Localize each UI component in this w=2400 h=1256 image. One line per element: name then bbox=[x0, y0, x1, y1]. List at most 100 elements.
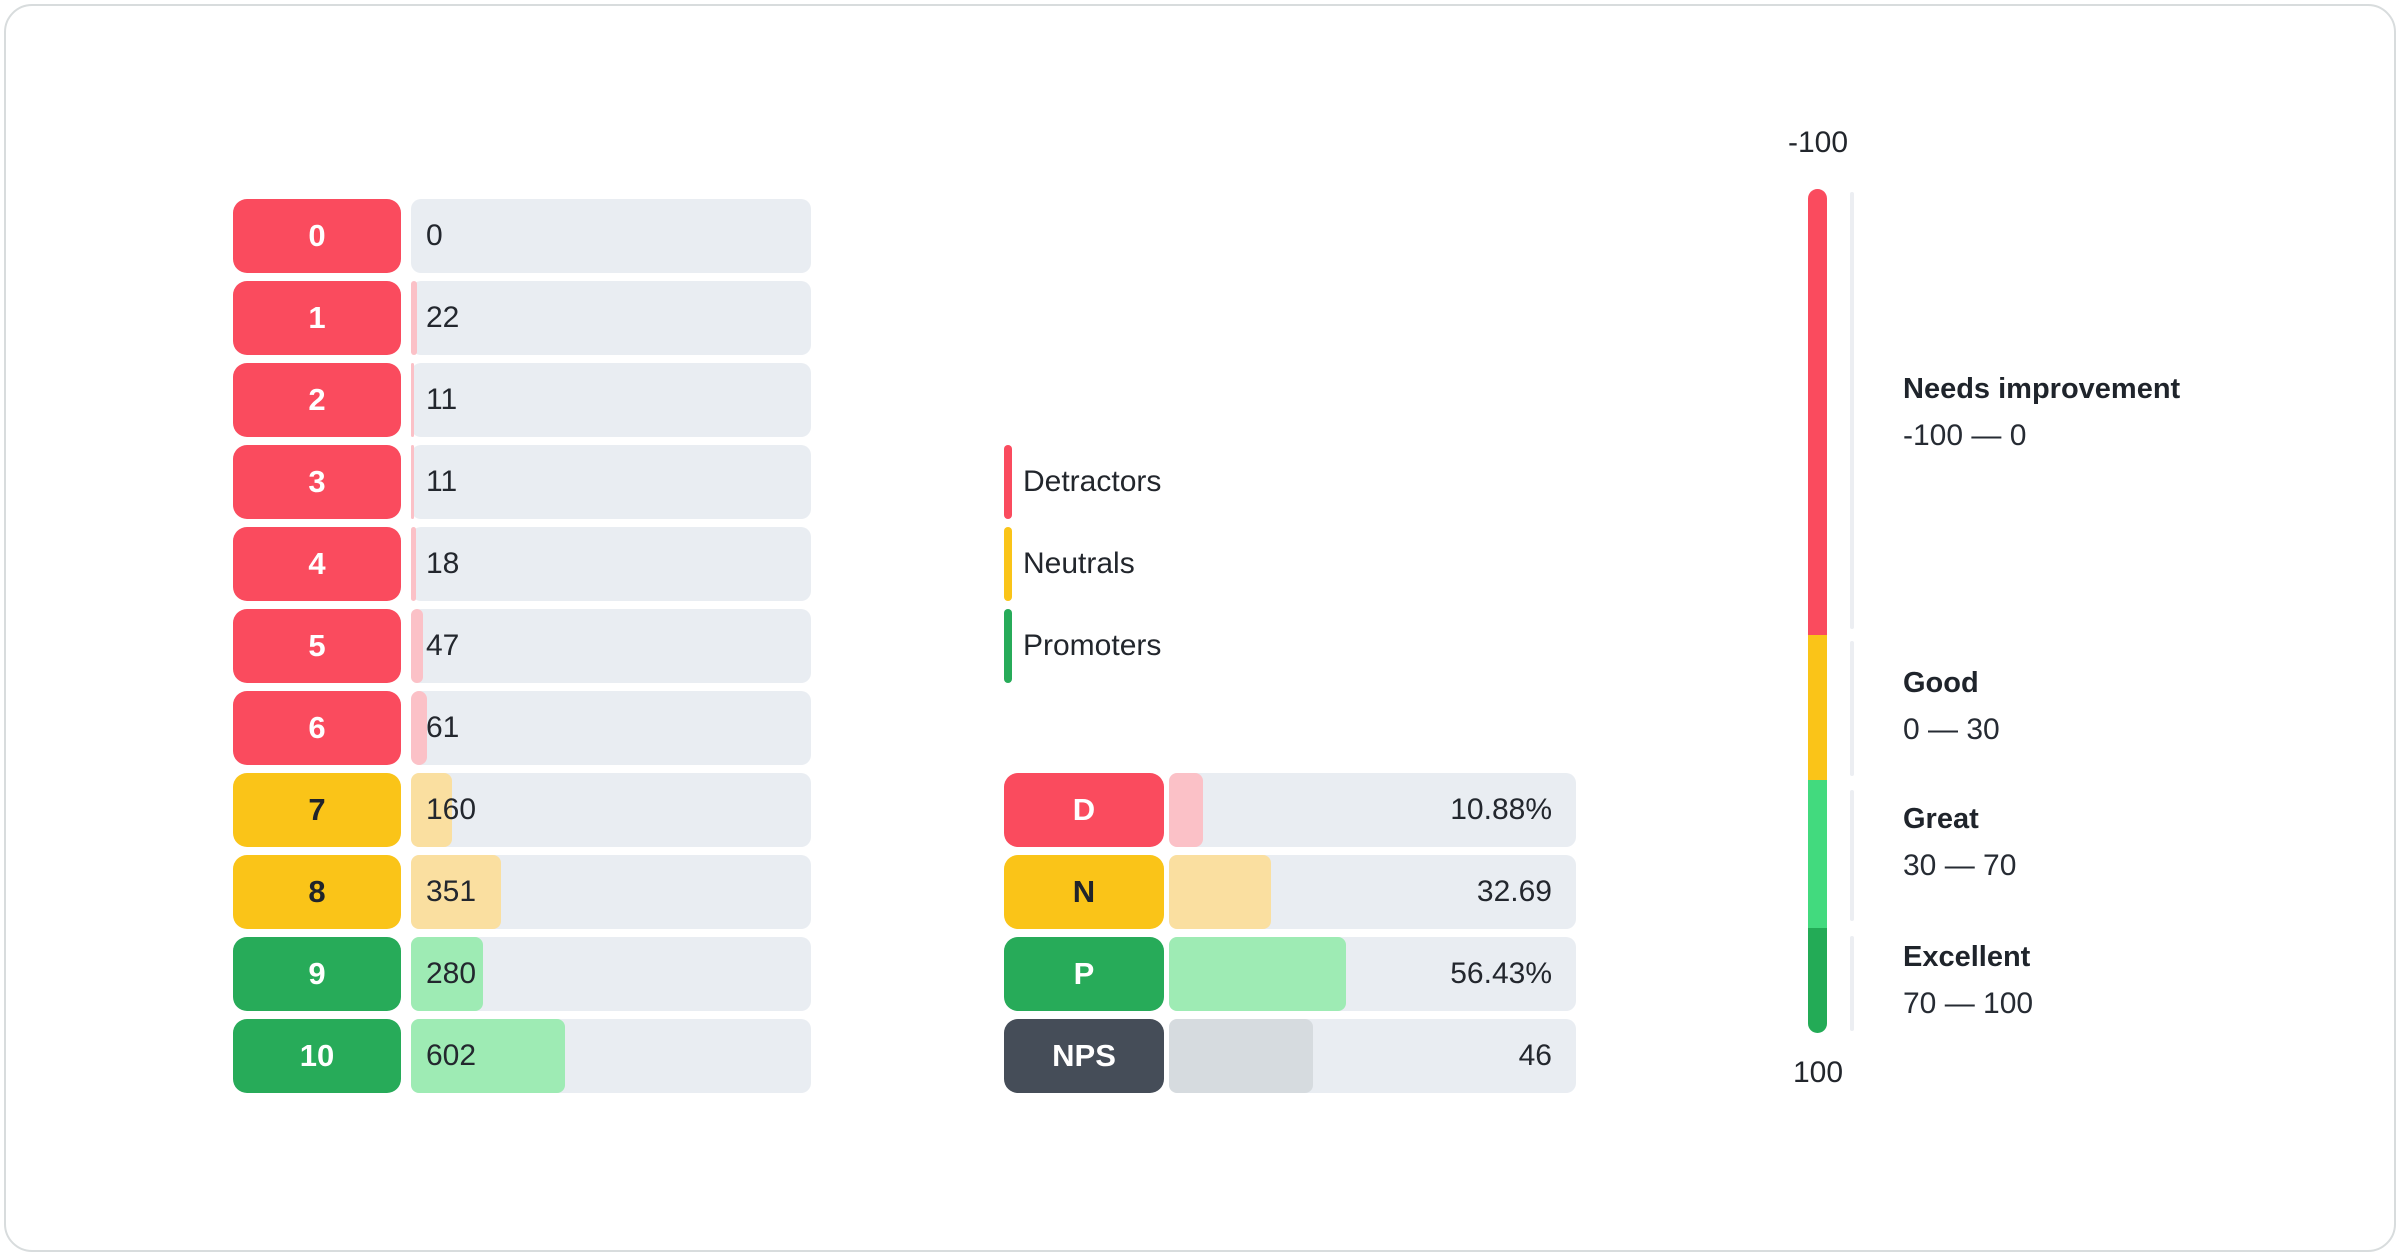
score-count: 61 bbox=[426, 711, 460, 744]
gauge-axis-max-label: -100 bbox=[1787, 126, 1849, 159]
gauge-zone-title: Needs improvement bbox=[1903, 373, 2181, 405]
summary-row-nps: NPS 46 bbox=[1004, 1019, 1576, 1093]
score-count: 11 bbox=[426, 465, 458, 498]
score-count: 0 bbox=[426, 219, 443, 252]
legend-color-bar bbox=[1004, 609, 1012, 683]
gauge-segment-2 bbox=[1808, 634, 1827, 780]
gauge-segment-1 bbox=[1808, 189, 1827, 635]
score-row: 7 160 bbox=[233, 773, 811, 847]
summary-chip: D bbox=[1004, 773, 1164, 847]
gauge-zone-range: 30 — 70 bbox=[1903, 849, 2017, 882]
score-bar-fill bbox=[411, 527, 416, 601]
summary-row-n: N 32.69 bbox=[1004, 855, 1576, 929]
summary-bar-fill bbox=[1169, 1019, 1313, 1093]
score-row: 6 61 bbox=[233, 691, 811, 765]
score-row: 9 280 bbox=[233, 937, 811, 1011]
score-row: 5 47 bbox=[233, 609, 811, 683]
gauge-bar bbox=[1808, 189, 1827, 1033]
score-bar-track[interactable]: 160 bbox=[411, 773, 811, 847]
score-bar-fill bbox=[411, 773, 452, 847]
gauge-tick-segment bbox=[1850, 790, 1854, 921]
score-chip: 3 bbox=[233, 445, 401, 519]
score-bar-track[interactable]: 22 bbox=[411, 281, 811, 355]
gauge-zone-label: Excellent 70 — 100 bbox=[1903, 940, 2033, 1021]
summary-bar-fill bbox=[1169, 855, 1272, 929]
score-bar-fill bbox=[411, 363, 414, 437]
score-row: 1 22 bbox=[233, 281, 811, 355]
gauge-zone-range: -100 — 0 bbox=[1903, 419, 2027, 452]
score-chip: 7 bbox=[233, 773, 401, 847]
score-row: 3 11 bbox=[233, 445, 811, 519]
gauge-tick-segment bbox=[1850, 936, 1854, 1031]
summary-bar-track[interactable]: 32.69 bbox=[1169, 855, 1576, 929]
score-bar-fill bbox=[411, 855, 501, 929]
legend-item-detractor[interactable]: Detractors bbox=[1004, 445, 1161, 519]
legend-label: Detractors bbox=[1023, 465, 1162, 498]
score-row: 8 351 bbox=[233, 855, 811, 929]
score-bar-track[interactable]: 351 bbox=[411, 855, 811, 929]
gauge-zone-label: Good 0 — 30 bbox=[1903, 666, 2000, 747]
score-row: 10 602 bbox=[233, 1019, 811, 1093]
summary-chip: P bbox=[1004, 937, 1164, 1011]
gauge-segment-3 bbox=[1808, 779, 1827, 929]
score-bar-fill bbox=[411, 609, 423, 683]
summary-row-d: D 10.88% bbox=[1004, 773, 1576, 847]
score-bar-track[interactable]: 280 bbox=[411, 937, 811, 1011]
gauge-zone-title: Excellent bbox=[1903, 941, 2031, 973]
score-bar-track[interactable]: 11 bbox=[411, 445, 811, 519]
score-bar-track[interactable]: 11 bbox=[411, 363, 811, 437]
gauge-zone-title: Great bbox=[1903, 803, 1979, 835]
score-count: 280 bbox=[426, 957, 477, 990]
score-bar-track[interactable]: 602 bbox=[411, 1019, 811, 1093]
gauge-tick-segment bbox=[1850, 192, 1854, 629]
score-count: 22 bbox=[426, 301, 460, 334]
score-chip: 2 bbox=[233, 363, 401, 437]
score-count: 160 bbox=[426, 793, 477, 826]
score-bar-track[interactable]: 61 bbox=[411, 691, 811, 765]
score-count: 47 bbox=[426, 629, 460, 662]
score-bar-track[interactable]: 47 bbox=[411, 609, 811, 683]
gauge-zone-title: Good bbox=[1903, 667, 1979, 699]
summary-bar-fill bbox=[1169, 937, 1346, 1011]
gauge-segment-4 bbox=[1808, 928, 1827, 1033]
score-chip: 8 bbox=[233, 855, 401, 929]
score-count: 602 bbox=[426, 1039, 477, 1072]
summary-chip: NPS bbox=[1004, 1019, 1164, 1093]
legend-color-bar bbox=[1004, 527, 1012, 601]
score-bar-fill bbox=[411, 1019, 566, 1093]
summary-value: 32.69 bbox=[1476, 875, 1552, 908]
gauge-zone-label: Great 30 — 70 bbox=[1903, 802, 2016, 883]
legend-item-promoter[interactable]: Promoters bbox=[1004, 609, 1161, 683]
score-bar-fill bbox=[411, 281, 417, 355]
summary-value: 56.43% bbox=[1450, 957, 1552, 990]
legend-color-bar bbox=[1004, 445, 1012, 519]
legend-item-neutral[interactable]: Neutrals bbox=[1004, 527, 1135, 601]
score-bar-fill bbox=[411, 691, 427, 765]
summary-bar-track[interactable]: 56.43% bbox=[1169, 937, 1576, 1011]
gauge-tick-segment bbox=[1850, 641, 1854, 776]
gauge-zone-range: 70 — 100 bbox=[1903, 987, 2034, 1020]
summary-bar-track[interactable]: 46 bbox=[1169, 1019, 1576, 1093]
score-row: 4 18 bbox=[233, 527, 811, 601]
score-count: 18 bbox=[426, 547, 460, 580]
nps-dashboard-card: 0 0 1 22 2 11 3 11 4 18 5 47 6 61 7 160 8 351 9 280 10 602 De… bbox=[4, 4, 2396, 1252]
legend-label: Neutrals bbox=[1023, 547, 1135, 580]
legend-label: Promoters bbox=[1023, 629, 1162, 662]
summary-value: 10.88% bbox=[1450, 793, 1552, 826]
score-bar-track[interactable]: 0 bbox=[411, 199, 811, 273]
score-bar-track[interactable]: 18 bbox=[411, 527, 811, 601]
score-chip: 1 bbox=[233, 281, 401, 355]
score-bar-fill bbox=[411, 937, 483, 1011]
gauge-axis-min-label: 100 bbox=[1792, 1056, 1844, 1089]
score-chip: 5 bbox=[233, 609, 401, 683]
summary-bar-track[interactable]: 10.88% bbox=[1169, 773, 1576, 847]
summary-bar-fill bbox=[1169, 773, 1204, 847]
score-chip: 4 bbox=[233, 527, 401, 601]
score-count: 351 bbox=[426, 875, 477, 908]
score-count: 11 bbox=[426, 383, 458, 416]
gauge-zone-range: 0 — 30 bbox=[1903, 713, 2000, 746]
summary-row-p: P 56.43% bbox=[1004, 937, 1576, 1011]
score-row: 2 11 bbox=[233, 363, 811, 437]
score-bar-fill bbox=[411, 445, 414, 519]
